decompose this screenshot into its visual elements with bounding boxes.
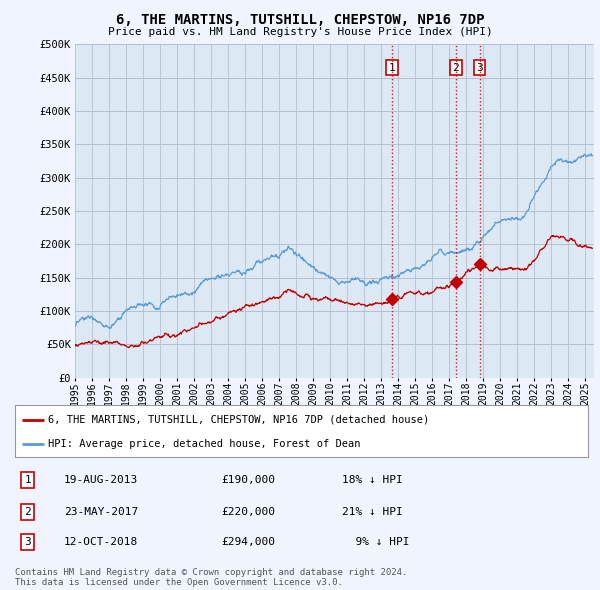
Text: 2: 2 [452,63,460,73]
Text: £294,000: £294,000 [221,537,275,548]
Text: Contains HM Land Registry data © Crown copyright and database right 2024.
This d: Contains HM Land Registry data © Crown c… [15,568,407,587]
Text: 2: 2 [24,507,31,517]
Text: £190,000: £190,000 [221,476,275,486]
Text: 6, THE MARTINS, TUTSHILL, CHEPSTOW, NP16 7DP: 6, THE MARTINS, TUTSHILL, CHEPSTOW, NP16… [116,13,484,27]
Text: 19-AUG-2013: 19-AUG-2013 [64,476,138,486]
Text: 3: 3 [24,537,31,548]
Text: 1: 1 [24,476,31,486]
Text: 9% ↓ HPI: 9% ↓ HPI [341,537,409,548]
Text: 1: 1 [389,63,395,73]
Text: 6, THE MARTINS, TUTSHILL, CHEPSTOW, NP16 7DP (detached house): 6, THE MARTINS, TUTSHILL, CHEPSTOW, NP16… [48,415,430,425]
Text: 3: 3 [476,63,483,73]
Text: 12-OCT-2018: 12-OCT-2018 [64,537,138,548]
Text: 21% ↓ HPI: 21% ↓ HPI [341,507,403,517]
Text: Price paid vs. HM Land Registry's House Price Index (HPI): Price paid vs. HM Land Registry's House … [107,27,493,37]
Text: 23-MAY-2017: 23-MAY-2017 [64,507,138,517]
Text: 18% ↓ HPI: 18% ↓ HPI [341,476,403,486]
Text: £220,000: £220,000 [221,507,275,517]
Text: HPI: Average price, detached house, Forest of Dean: HPI: Average price, detached house, Fore… [48,440,361,449]
